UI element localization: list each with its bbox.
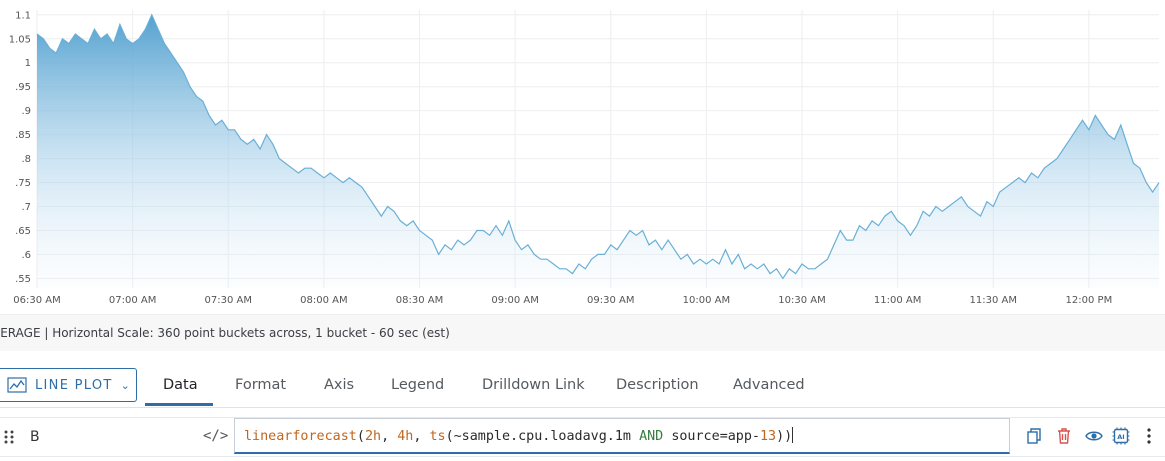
code-view-icon[interactable]: </> xyxy=(203,428,229,444)
query-letter: B xyxy=(30,429,40,445)
query-source-key: source xyxy=(671,429,720,444)
x-tick-label: 10:00 AM xyxy=(683,295,730,306)
x-tick-label: 06:30 AM xyxy=(13,295,60,306)
tab-advanced[interactable]: Advanced xyxy=(733,377,805,393)
y-tick-label: 1 xyxy=(25,58,31,69)
series-line xyxy=(36,13,1160,280)
plot-type-dropdown[interactable]: LINE PLOT ⌄ xyxy=(0,368,137,402)
query-arg-1: 2h xyxy=(364,429,382,444)
info-bar-text: VERAGE | Horizontal Scale: 360 point buc… xyxy=(0,326,450,340)
y-tick-label: 1.1 xyxy=(15,10,31,21)
plot-type-label: LINE PLOT xyxy=(35,377,113,393)
tab-legend[interactable]: Legend xyxy=(391,377,445,393)
copy-icon[interactable] xyxy=(1025,427,1043,445)
tab-drilldown-link[interactable]: Drilldown Link xyxy=(482,377,585,393)
query-inner-function: ts xyxy=(429,429,446,444)
y-tick-label: .9 xyxy=(21,106,31,117)
query-input[interactable]: linearforecast(2h, 4h, ts(~sample.cpu.lo… xyxy=(234,418,1010,454)
y-axis: 1.1 1.05 1 .95 .9 .85 .8 .75 .7 .65 .6 .55 xyxy=(9,10,31,285)
tab-format[interactable]: Format xyxy=(235,377,287,393)
series-area xyxy=(37,14,1159,289)
x-tick-label: 10:30 AM xyxy=(778,295,825,306)
x-tick-label: 11:30 AM xyxy=(970,295,1017,306)
tab-data[interactable]: Data xyxy=(163,377,198,393)
query-metric: ~sample.cpu.loadavg.1m xyxy=(453,429,631,444)
eye-icon[interactable] xyxy=(1085,427,1103,445)
x-axis: 06:30 AM 07:00 AM 07:30 AM 08:00 AM 08:30 AM… xyxy=(13,295,1112,306)
x-tick-label: 09:30 AM xyxy=(587,295,634,306)
y-tick-label: .65 xyxy=(15,226,31,237)
x-tick-label: 09:00 AM xyxy=(491,295,538,306)
query-source-number: 13 xyxy=(760,429,777,444)
text-cursor xyxy=(792,427,794,443)
query-arg-2: 4h xyxy=(397,429,414,444)
x-tick-label: 11:00 AM xyxy=(874,295,921,306)
y-tick-label: .55 xyxy=(15,274,31,285)
tab-axis[interactable]: Axis xyxy=(324,377,355,393)
more-options-icon[interactable] xyxy=(1140,427,1158,445)
query-text: linearforecast(2h, 4h, ts(~sample.cpu.lo… xyxy=(244,427,794,444)
query-source-prefix: app- xyxy=(727,429,760,444)
y-tick-label: .7 xyxy=(21,202,31,213)
x-tick-label: 07:00 AM xyxy=(109,295,156,306)
x-tick-label: 07:30 AM xyxy=(205,295,252,306)
drag-handle-icon[interactable] xyxy=(4,429,14,445)
svg-text:AI: AI xyxy=(1117,433,1124,441)
x-tick-label: 08:30 AM xyxy=(396,295,443,306)
y-tick-label: .85 xyxy=(15,130,31,141)
query-row: B </> linearforecast(2h, 4h, ts(~sample.… xyxy=(0,417,1165,457)
chart: 1.1 1.05 1 .95 .9 .85 .8 .75 .7 .65 .6 .55 06:30 AM… xyxy=(9,10,1160,306)
y-tick-label: 1.05 xyxy=(9,34,31,45)
y-tick-label: .6 xyxy=(21,250,31,261)
active-tab-indicator xyxy=(145,403,213,406)
y-tick-label: .8 xyxy=(21,154,31,165)
tab-description[interactable]: Description xyxy=(616,377,699,393)
chevron-down-icon: ⌄ xyxy=(120,379,130,392)
y-tick-label: .75 xyxy=(15,178,31,189)
query-function: linearforecast xyxy=(244,429,357,444)
info-bar: VERAGE | Horizontal Scale: 360 point buc… xyxy=(0,314,1165,351)
trash-icon[interactable] xyxy=(1055,427,1073,445)
x-tick-label: 12:00 PM xyxy=(1066,295,1113,306)
y-tick-label: .95 xyxy=(15,82,31,93)
ai-icon[interactable]: AI xyxy=(1112,427,1130,445)
x-tick-label: 08:00 AM xyxy=(300,295,347,306)
line-chart-icon xyxy=(7,377,27,393)
query-operator: AND xyxy=(639,429,664,444)
editor-tabs: LINE PLOT ⌄ Data Format Axis Legend Dril… xyxy=(0,363,1165,408)
